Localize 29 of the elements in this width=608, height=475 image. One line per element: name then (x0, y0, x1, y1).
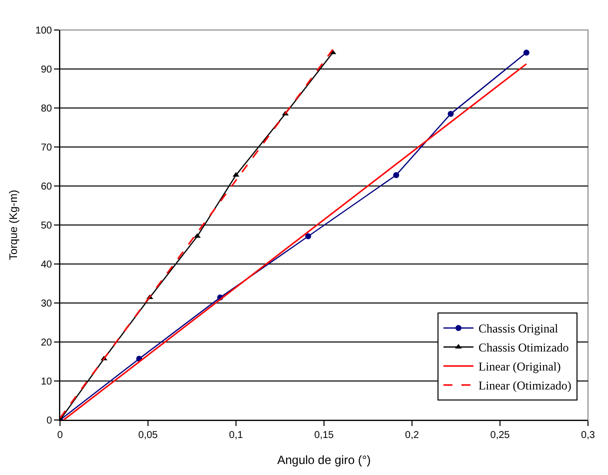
y-tick-label: 70 (40, 142, 52, 154)
y-tick-label: 30 (40, 298, 52, 310)
legend-label: Linear (Original) (478, 360, 561, 374)
y-tick-label: 0 (46, 416, 52, 426)
x-tick-label: 0,2 (405, 430, 420, 441)
y-tick-label: 100 (35, 26, 52, 36)
y-tick-label: 90 (40, 64, 52, 76)
legend-label: Linear (Otimizado) (478, 378, 572, 393)
y-tick-label: 50 (40, 220, 52, 232)
point (448, 110, 454, 117)
point (232, 172, 240, 177)
y-tick-label: 60 (40, 182, 52, 192)
point (393, 172, 400, 178)
x-tick-label: 0,25 (490, 430, 510, 441)
x-tick-label: 0,15 (314, 430, 334, 441)
y-tick-label: 40 (40, 260, 52, 270)
point (305, 233, 312, 240)
point (523, 50, 530, 56)
x-tick-label: 0,1 (229, 430, 244, 441)
y-tick-label: 80 (40, 104, 52, 114)
x-tick-label: 0 (57, 430, 64, 441)
x-tick-label: 0,05 (138, 430, 158, 441)
y-tick-label: 10 (40, 376, 52, 388)
y-axis-title: Torque (Kg-m) (8, 190, 20, 260)
legend-label: Chassis Otimizado (478, 340, 569, 355)
x-axis-title: Angulo de giro (°) (277, 452, 371, 467)
legend-label: Chassis Original (478, 322, 559, 336)
x-tick-label: 0,3 (581, 430, 596, 441)
y-tick-label: 20 (40, 338, 52, 348)
